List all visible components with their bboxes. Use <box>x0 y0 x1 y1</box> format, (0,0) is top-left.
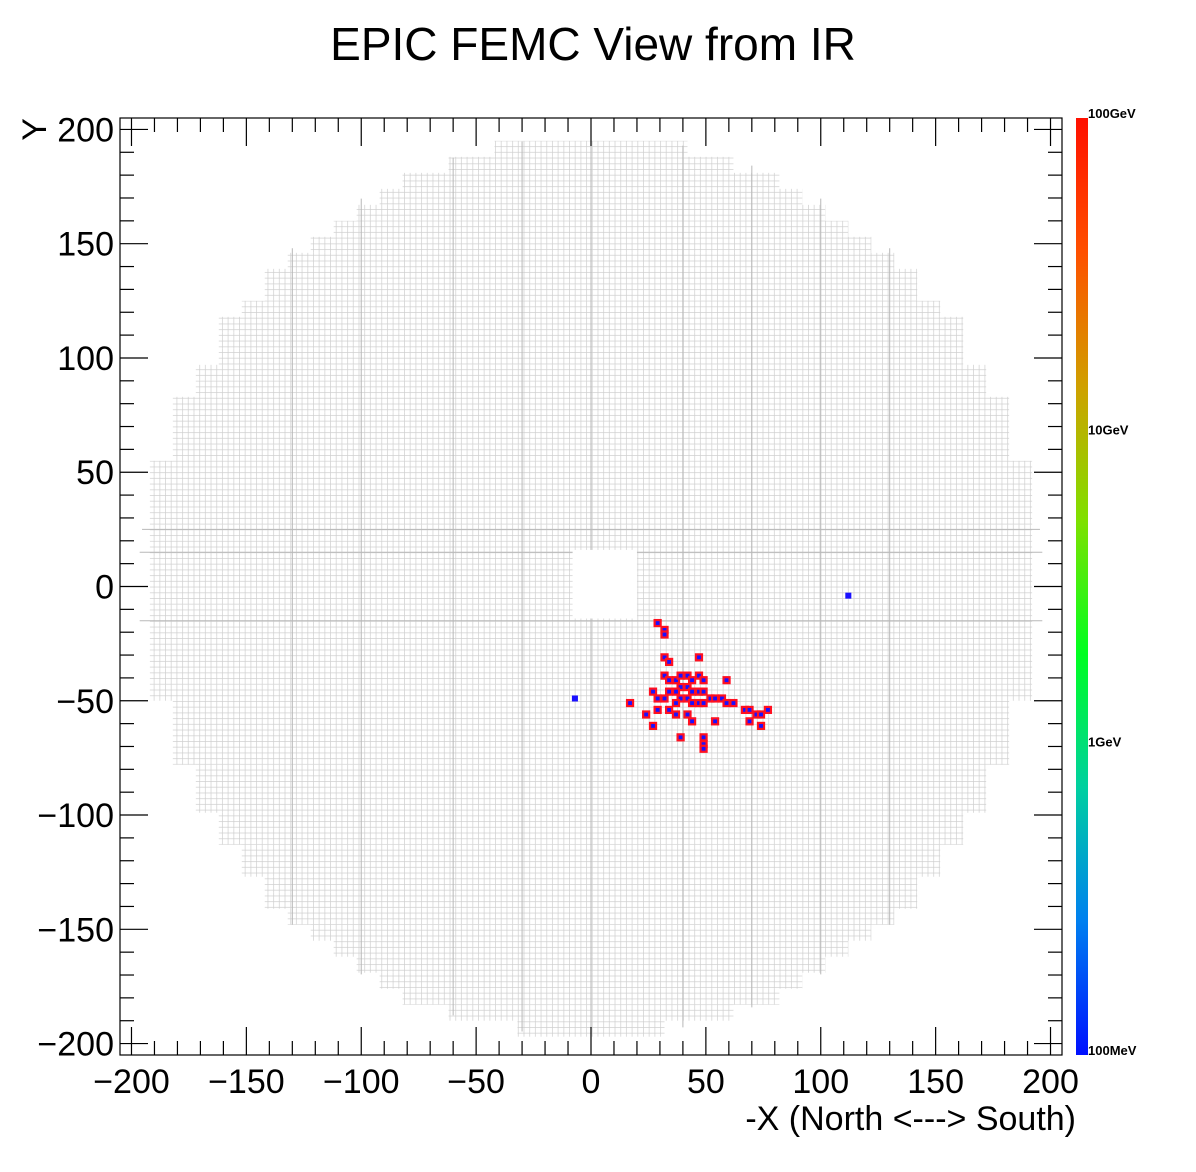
y-tick-label: −200 <box>37 1026 114 1064</box>
hit-cell <box>687 717 697 726</box>
hit-cell <box>699 733 708 742</box>
hit-cell <box>694 653 704 662</box>
y-tick-label: 50 <box>76 454 114 492</box>
hit-cell <box>676 733 685 742</box>
hit-cell <box>625 698 635 708</box>
colorbar-labels: 100MeV 1GeV 10GeV 100GeV <box>1088 106 1137 1058</box>
hit-cell <box>717 694 727 703</box>
x-tick-label: 50 <box>687 1063 725 1101</box>
hit-cell <box>653 618 662 628</box>
hit-cell <box>687 698 697 708</box>
beam-pipe-hole <box>572 549 637 619</box>
hit-cell <box>665 676 674 685</box>
hit-cell <box>671 676 681 685</box>
hit-cell <box>671 687 681 696</box>
hit-cell <box>642 710 651 719</box>
hit-cell <box>648 687 658 696</box>
hit-cell <box>665 687 674 696</box>
y-tick-label: 150 <box>57 226 114 264</box>
chart-title: EPIC FEMC View from IR <box>330 18 856 70</box>
y-tick-label: 100 <box>57 340 114 378</box>
hit-cell <box>653 705 662 715</box>
hit-cell <box>756 721 766 731</box>
hit-cell <box>699 698 708 708</box>
hit-cell <box>665 657 674 667</box>
hit-cell <box>660 630 669 639</box>
colorbar-label: 100MeV <box>1088 1043 1137 1058</box>
energy-hits <box>571 592 852 753</box>
hit-cell <box>683 671 692 680</box>
hit-cell <box>660 671 669 680</box>
x-tick-label: −100 <box>323 1063 400 1101</box>
hit-cell <box>676 671 685 680</box>
hit-cell <box>722 698 731 708</box>
y-tick-label: 0 <box>95 569 114 607</box>
y-tick-label: 200 <box>57 111 114 149</box>
hit-cell <box>648 721 658 731</box>
colorbar-label: 1GeV <box>1088 735 1122 750</box>
x-tick-label: 0 <box>582 1063 601 1101</box>
colorbar <box>1076 118 1088 1055</box>
hit-cell <box>699 687 708 696</box>
x-tick-label: −150 <box>208 1063 285 1101</box>
hit-cell <box>687 676 697 685</box>
hit-cell <box>710 694 720 703</box>
hit-cell <box>699 676 708 685</box>
y-axis-label: Y <box>16 118 54 141</box>
y-tick-label: −150 <box>37 911 114 949</box>
x-axis-ticks: −200 −150 −100 −50 0 50 100 150 200 <box>93 118 1079 1101</box>
hit-cell <box>745 717 754 726</box>
hit-cell <box>571 695 578 702</box>
hit-cell <box>683 710 692 719</box>
hit-cell <box>683 694 692 703</box>
hit-cell <box>763 705 773 715</box>
hit-cell <box>671 698 681 708</box>
hit-cell <box>665 705 674 715</box>
hit-cell <box>687 687 697 696</box>
x-tick-label: −200 <box>93 1063 170 1101</box>
colorbar-label: 10GeV <box>1088 422 1129 437</box>
x-axis-label: -X (North <---> South) <box>745 1100 1076 1138</box>
hit-cell <box>722 676 731 685</box>
hit-cell <box>660 653 669 662</box>
y-axis-ticks: −200 −150 −100 −50 0 50 100 150 200 <box>37 111 1062 1064</box>
hit-cell <box>653 694 662 703</box>
x-tick-label: 100 <box>792 1063 849 1101</box>
hit-cell <box>756 710 766 719</box>
hit-cell <box>660 694 669 703</box>
hit-cell <box>745 705 754 715</box>
hit-cell <box>699 744 708 753</box>
x-tick-label: 200 <box>1022 1063 1079 1101</box>
hit-cell <box>845 592 852 599</box>
y-tick-label: −50 <box>56 683 114 721</box>
hit-cell <box>683 682 692 692</box>
module-boundaries <box>139 136 1043 1037</box>
hit-cell <box>729 698 738 708</box>
colorbar-label: 100GeV <box>1088 106 1136 121</box>
x-tick-label: 150 <box>907 1063 964 1101</box>
hit-cell <box>694 671 704 680</box>
x-tick-label: −50 <box>447 1063 505 1101</box>
hit-cell <box>671 710 681 719</box>
hit-cell <box>710 717 720 726</box>
y-tick-label: −100 <box>37 797 114 835</box>
